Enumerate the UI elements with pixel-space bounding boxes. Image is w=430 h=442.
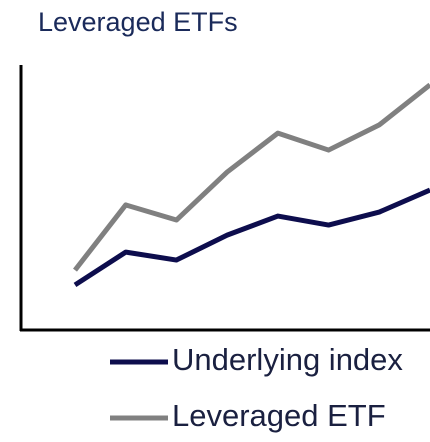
legend-label: Underlying index: [172, 342, 403, 377]
line-series: [73, 82, 430, 272]
legend-label: Leveraged ETF: [172, 398, 386, 433]
chart-title: Leveraged ETFs: [38, 7, 238, 37]
line-series: [73, 187, 430, 288]
